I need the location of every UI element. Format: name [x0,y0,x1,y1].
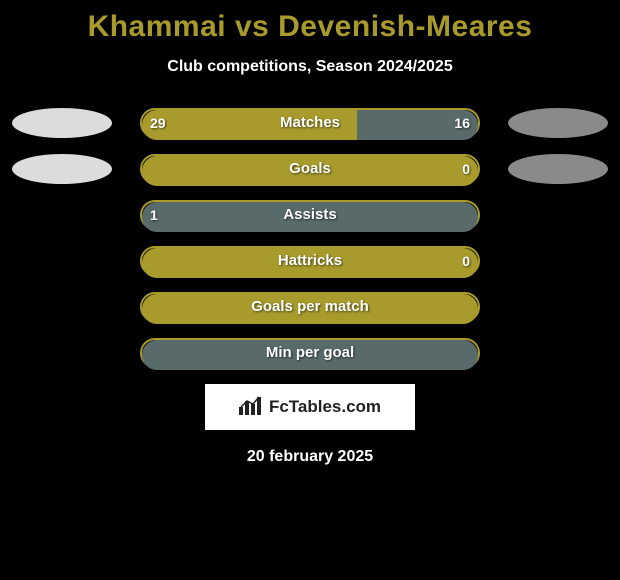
stat-row: 0Hattricks [140,246,480,276]
stat-row-outer: 0Goals [0,154,620,184]
bar-track [140,338,480,368]
club-badge-right [508,154,608,184]
bar-left [142,110,357,140]
bar-track [140,154,480,184]
bar-left [142,248,478,278]
stat-row: 1Assists [140,200,480,230]
bar-chart-icon [239,395,263,420]
stat-row: Goals per match [140,292,480,322]
page-title: Khammai vs Devenish-Meares [0,0,620,44]
value-left: 29 [150,108,166,138]
footer-date: 20 february 2025 [0,448,620,466]
club-badge-left [12,154,112,184]
page-subtitle: Club competitions, Season 2024/2025 [0,58,620,76]
bar-track [140,108,480,138]
stat-row: Min per goal [140,338,480,368]
stats-bars: 2916Matches0Goals1Assists0HattricksGoals… [0,108,620,368]
value-right: 0 [462,154,470,184]
stat-row: 0Goals [140,154,480,184]
club-badge-left [12,108,112,138]
bar-right [142,202,478,232]
comparison-infographic: Khammai vs Devenish-Meares Club competit… [0,0,620,580]
bar-left [142,294,478,324]
stat-row: 2916Matches [140,108,480,138]
bar-track [140,200,480,230]
bar-track [140,292,480,322]
stat-row-outer: 2916Matches [0,108,620,138]
club-badge-right [508,108,608,138]
value-right: 16 [454,108,470,138]
value-left: 1 [150,200,158,230]
site-logo-text: FcTables.com [269,397,381,417]
bar-track [140,246,480,276]
value-right: 0 [462,246,470,276]
bar-left [142,156,478,186]
bar-right [142,340,478,370]
site-logo: FcTables.com [205,384,415,430]
